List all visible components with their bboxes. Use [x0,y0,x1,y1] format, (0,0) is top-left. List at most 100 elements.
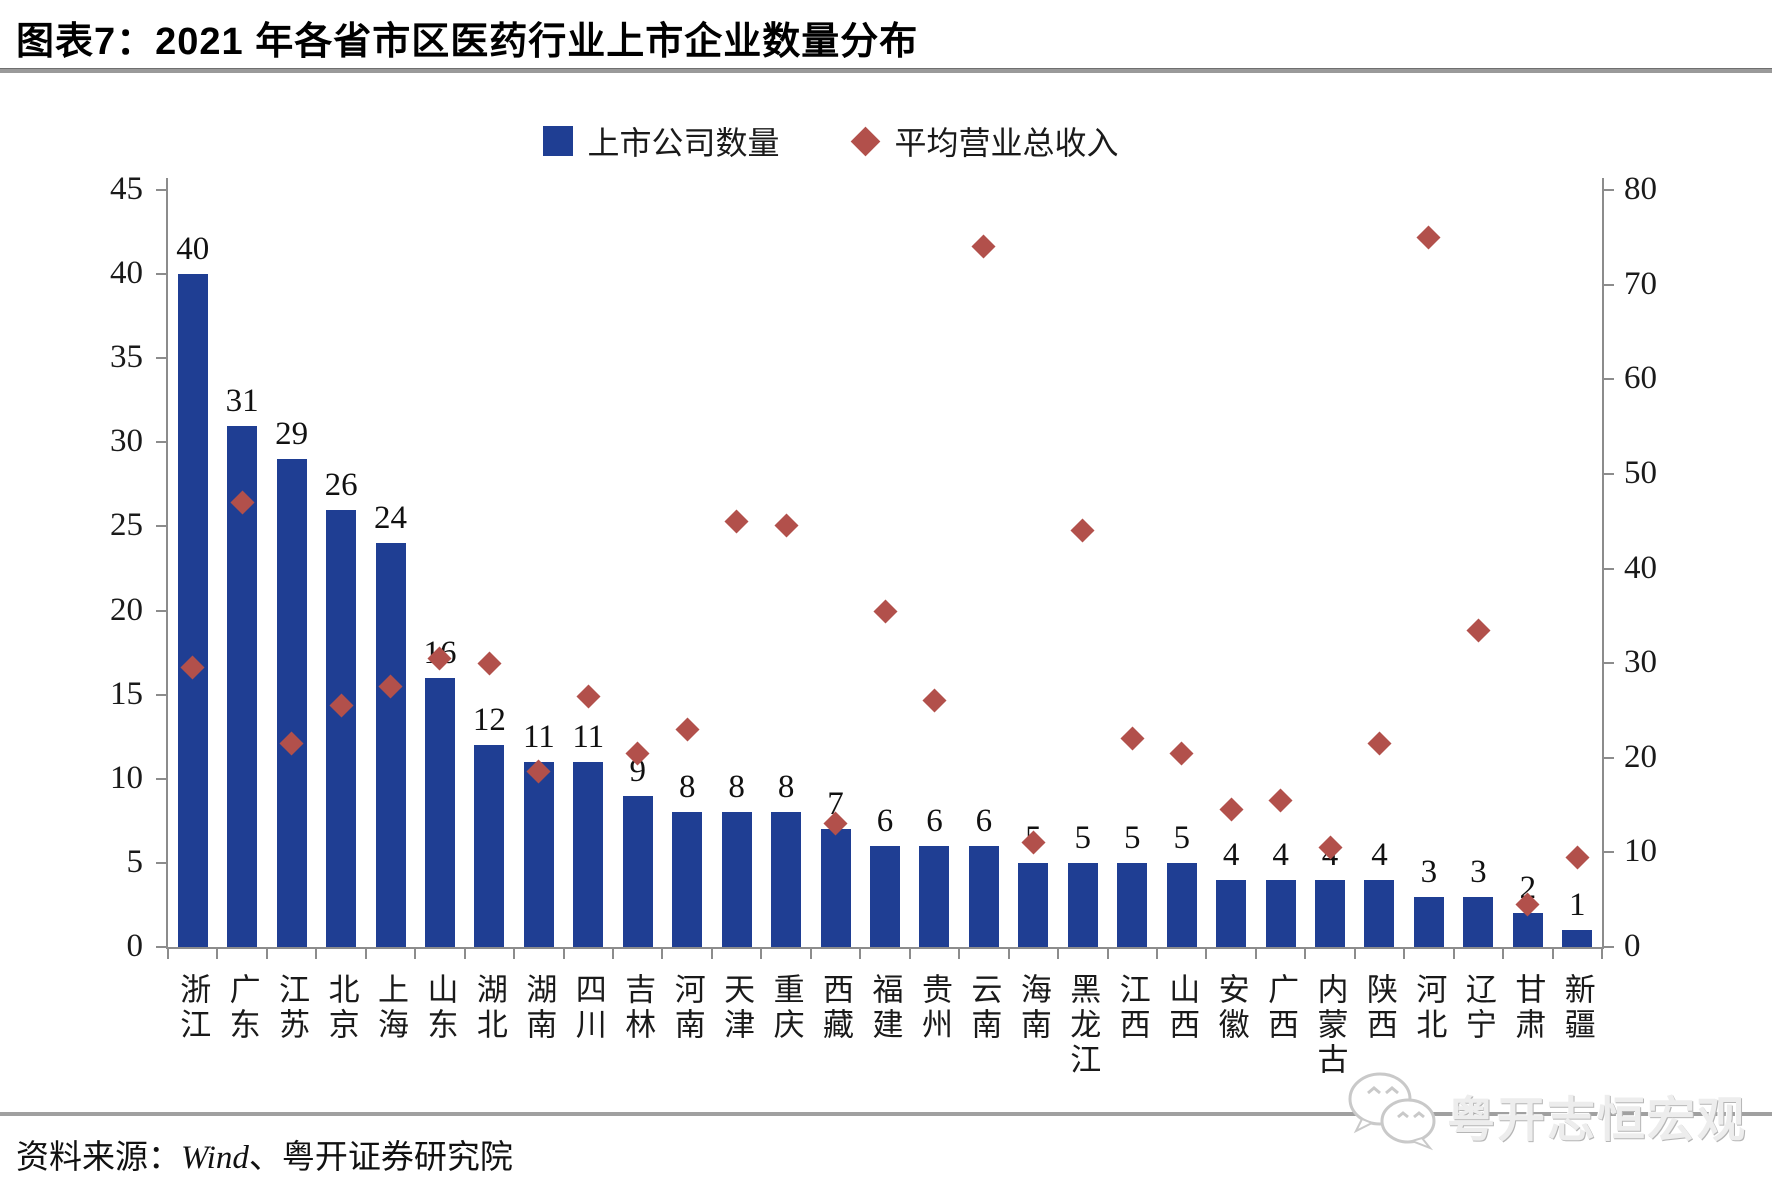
bar-value-label: 4 [1371,836,1388,873]
diamond-marker [1169,740,1194,766]
x-axis-tick [710,949,713,959]
y-axis-right-label: 20 [1624,738,1657,775]
diamond-marker [1466,617,1491,643]
watermark-text: 粤开志恒宏观 [1447,1094,1748,1147]
bar-value-label: 5 [1074,819,1092,856]
x-axis-tick [1007,949,1010,959]
bar-value-label: 4 [1222,836,1240,873]
bar-swatch-icon [543,126,574,156]
x-axis-tick [1057,949,1060,959]
y-axis-right-label: 80 [1624,171,1657,207]
bar [820,829,851,947]
y-axis-left-tick [156,861,166,864]
diamond-marker [971,234,996,259]
x-axis-label: 江苏 [274,973,310,1043]
y-axis-right [1602,178,1604,949]
x-axis-label: 重庆 [768,973,804,1043]
y-axis-left-tick [156,273,166,276]
y-axis-left-tick [156,609,166,612]
bar-value-label: 5 [1173,819,1190,856]
legend-item-bars: 上市公司数量 [543,118,780,164]
x-axis-tick [809,949,812,959]
legend-label: 上市公司数量 [587,125,780,161]
x-axis-label: 广西 [1263,973,1299,1043]
x-axis-label: 辽宁 [1460,973,1496,1043]
y-axis-right-tick [1604,851,1614,854]
x-axis-tick [1353,949,1356,959]
bar-value-label: 6 [975,803,993,840]
y-axis-left-tick [156,525,166,528]
x-axis-tick [1254,949,1257,959]
x-axis-label: 海南 [1015,973,1051,1043]
footer-separator [0,1112,1772,1116]
diamond-marker [1268,788,1293,813]
x-axis-label: 新疆 [1559,973,1595,1043]
bar [1018,862,1049,947]
bar [1067,862,1098,947]
source-prefix: 资料来源： [16,1140,181,1176]
bar-value-label: 29 [275,416,309,453]
y-axis-left-tick [156,357,166,360]
bar [523,761,554,947]
x-axis-label: 湖南 [521,973,557,1043]
y-axis-right-label: 70 [1624,265,1657,302]
x-axis-label: 黑龙江 [1065,973,1101,1078]
x-axis [166,947,1604,949]
wechat-bubbles-icon [1342,1069,1447,1162]
bar-value-label: 8 [728,769,745,806]
bar [771,812,802,947]
y-axis-left-label: 45 [110,171,143,207]
bar [721,812,752,947]
bar-value-label: 1 [1569,887,1586,924]
x-axis-tick [612,949,615,959]
x-axis-label: 陕西 [1361,973,1397,1043]
bar-value-label: 31 [225,382,259,419]
y-axis-right-tick [1604,283,1614,286]
bar [276,459,307,947]
bar-value-label: 6 [926,803,943,840]
x-axis-label: 江西 [1114,973,1150,1043]
y-axis-left-tick [156,946,166,948]
x-axis-label: 浙江 [175,973,211,1043]
diamond-marker [1219,797,1244,822]
diamond-marker [774,513,799,538]
y-axis-left-tick [156,693,166,696]
y-axis-right-label: 40 [1624,549,1657,586]
bar [1562,930,1593,947]
x-axis-tick [1601,949,1603,959]
diamond-marker [576,684,601,709]
x-axis-label: 贵州 [916,973,952,1043]
x-axis-tick [1551,949,1554,959]
diamond-marker [675,717,700,742]
chart-title: 图表7：2021 年各省市区医药行业上市企业数量分布 [16,21,919,63]
y-axis-left-tick [156,777,166,780]
x-axis-tick [463,949,466,959]
diamond-marker [1367,731,1392,756]
y-axis-left-label: 5 [126,843,144,880]
diamond-marker [1565,845,1590,870]
y-axis-right-label: 60 [1624,360,1657,397]
x-axis-tick [364,949,367,959]
x-axis-label: 广东 [224,973,260,1043]
bar-value-label: 26 [324,466,358,503]
y-axis-right-tick [1604,567,1614,570]
y-axis-right-label: 50 [1624,454,1657,491]
y-axis-right-label: 30 [1624,644,1657,681]
x-axis-label: 天津 [719,973,755,1043]
bar [573,761,604,947]
y-axis-right-tick [1604,189,1614,191]
y-axis-left-label: 40 [110,255,143,292]
bar-value-label: 3 [1420,853,1438,890]
x-axis-label: 湖北 [471,973,507,1043]
x-axis-label: 西藏 [818,973,854,1043]
x-axis-tick [1452,949,1455,959]
y-axis-left-label: 25 [110,507,143,544]
y-axis-right-label: 0 [1624,928,1641,964]
source-latin: Wind [181,1140,249,1176]
y-axis-left-label: 20 [110,591,143,628]
x-axis-tick [859,949,862,959]
title-underline [0,68,1772,73]
bar [1463,896,1494,947]
y-axis-right-tick [1604,946,1614,948]
